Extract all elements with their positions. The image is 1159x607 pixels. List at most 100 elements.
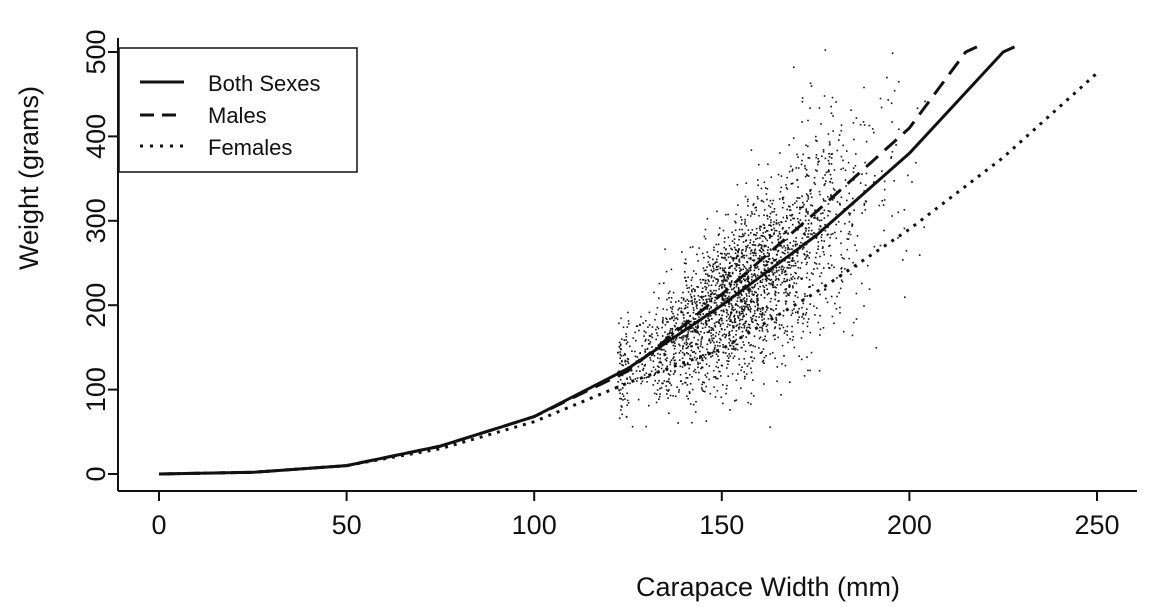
scatter-point [743,315,745,317]
scatter-point [721,317,723,320]
scatter-point [823,240,825,242]
scatter-point [793,300,795,303]
scatter-point [766,217,769,220]
scatter-point [734,308,736,311]
scatter-point [819,314,821,317]
scatter-point [768,258,771,260]
scatter-point [816,140,818,142]
scatter-point [725,273,727,276]
scatter-point [638,329,640,332]
scatter-point [661,326,663,329]
scatter-point [718,321,721,324]
scatter-point [716,210,718,213]
scatter-point [736,255,739,257]
scatter-point [738,322,741,325]
scatter-point [632,337,635,339]
scatter-point [754,248,756,251]
scatter-point [619,397,621,400]
scatter-point [784,252,786,255]
scatter-point [799,267,802,269]
scatter-point [744,301,747,303]
scatter-point [778,269,780,272]
scatter-point [780,245,783,247]
scatter-point [650,370,653,373]
scatter-point [795,272,797,275]
scatter-point [681,339,684,341]
scatter-point [722,294,724,297]
scatter-point [707,284,710,287]
scatter-point [825,180,827,182]
scatter-point [745,305,748,308]
scatter-point [778,198,781,200]
scatter-point [784,330,787,332]
scatter-point [644,348,646,351]
scatter-point [847,161,850,164]
scatter-point [800,337,803,339]
scatter-point [748,342,750,344]
scatter-point [731,272,734,275]
scatter-point [682,291,684,294]
scatter-point [733,257,736,259]
scatter-point [840,196,843,199]
scatter-point [790,314,793,316]
scatter-point [717,280,719,283]
scatter-point [798,197,801,199]
scatter-point [722,274,724,276]
scatter-point [676,313,679,316]
scatter-point [759,308,762,310]
scatter-point [740,223,743,225]
scatter-point [686,287,689,289]
scatter-point [781,324,783,326]
scatter-point [660,387,663,389]
scatter-point [678,343,680,346]
scatter-point [739,296,741,299]
scatter-point [748,289,750,291]
scatter-point [733,281,736,284]
scatter-point [752,344,754,347]
scatter-point [731,321,734,324]
scatter-point [816,170,818,172]
scatter-point [780,283,782,286]
scatter-point [753,301,755,304]
scatter-point [777,300,779,303]
scatter-point [803,317,805,320]
scatter-point [737,264,740,266]
scatter-point [741,307,744,310]
scatter-point [790,165,792,168]
scatter-point [822,198,825,200]
scatter-point [718,318,721,321]
scatter-point [803,253,805,255]
scatter-point [704,303,706,305]
scatter-point [663,354,666,357]
scatter-point [707,275,709,277]
scatter-point [833,189,836,191]
scatter-point [844,179,847,181]
scatter-point [694,298,696,300]
scatter-point [787,246,789,249]
scatter-point [734,267,736,270]
scatter-point [734,252,737,254]
scatter-point [671,335,674,338]
scatter-point [792,217,794,220]
scatter-point [671,328,674,331]
scatter-point [702,354,704,356]
scatter-point [891,215,893,217]
scatter-point [803,375,806,377]
scatter-point [761,245,763,247]
scatter-point [806,173,808,176]
scatter-point [675,317,678,319]
scatter-point [654,318,656,321]
scatter-point [820,212,822,215]
scatter-point [768,271,770,274]
scatter-point [756,274,759,277]
scatter-point [789,291,791,294]
scatter-point [725,392,727,395]
scatter-point [805,230,807,232]
scatter-point [721,283,723,286]
scatter-point [669,328,672,330]
scatter-point [684,307,687,309]
scatter-point [726,360,728,362]
scatter-point [840,279,843,281]
scatter-point [743,257,745,259]
scatter-point [827,214,829,217]
